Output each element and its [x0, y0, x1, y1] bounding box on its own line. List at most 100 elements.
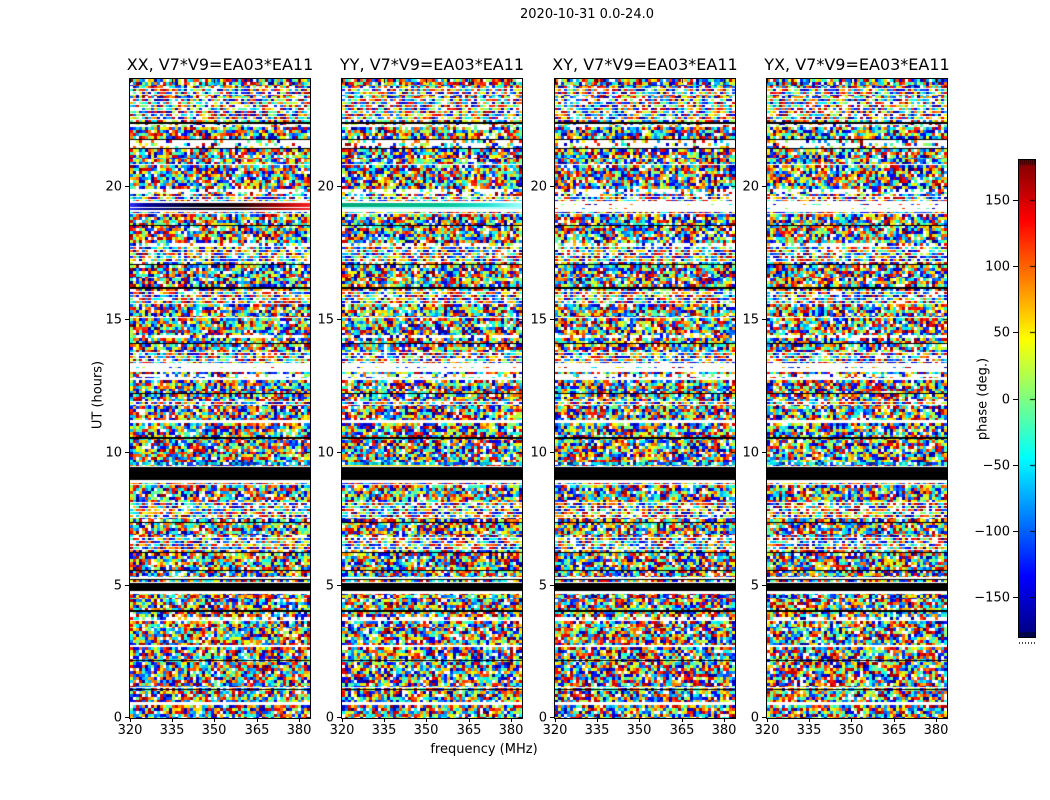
x-tickmark: [426, 718, 427, 722]
x-tick-label: 350: [838, 723, 864, 738]
y-tickmark: [337, 585, 341, 586]
panel-title-yx: YX, V7*V9=EA03*EA11: [764, 55, 950, 74]
colorbar-tick-label: −50: [982, 458, 1010, 474]
x-tickmark: [894, 718, 895, 722]
colorbar-tickmark: [1013, 266, 1018, 267]
y-tickmark: [337, 319, 341, 320]
x-tickmark: [597, 718, 598, 722]
x-tickmark: [936, 718, 937, 722]
x-tickmark: [767, 718, 768, 722]
y-tickmark: [125, 452, 129, 453]
figure-title: 2020-10-31 0.0-24.0: [520, 7, 654, 22]
x-tickmark: [172, 718, 173, 722]
colorbar-label: phase (deg.): [975, 357, 991, 441]
colorbar-tick-label: −100: [974, 524, 1010, 540]
y-tickmark: [550, 186, 554, 187]
y-tick-label: 20: [530, 179, 547, 195]
colorbar-tickmark: [1013, 332, 1018, 333]
phase-waterfall-yy: [341, 78, 523, 719]
x-tickmark: [469, 718, 470, 722]
panel-title-xx: XX, V7*V9=EA03*EA11: [126, 55, 314, 74]
y-tick-label: 5: [325, 578, 334, 594]
panel-title-yy: YY, V7*V9=EA03*EA11: [339, 55, 525, 74]
y-tick-label: 5: [750, 578, 759, 594]
y-tick-label: 5: [113, 578, 122, 594]
y-tickmark: [550, 452, 554, 453]
x-tickmark: [342, 718, 343, 722]
x-tickmark: [809, 718, 810, 722]
x-tick-label: 365: [456, 723, 482, 738]
y-tick-label: 10: [742, 445, 759, 461]
x-tick-label: 350: [413, 723, 439, 738]
colorbar-tick-label: 50: [993, 325, 1010, 341]
y-tick-label: 15: [317, 312, 334, 328]
y-tick-label: 0: [750, 710, 759, 726]
colorbar-minor-ticks: [1019, 642, 1035, 644]
y-tick-label: 10: [317, 445, 334, 461]
x-tickmark: [130, 718, 131, 722]
x-tickmark: [682, 718, 683, 722]
x-tickmark: [384, 718, 385, 722]
x-tick-label: 365: [244, 723, 270, 738]
x-tick-label: 320: [542, 723, 568, 738]
colorbar-tick-label: 150: [985, 193, 1010, 209]
x-tick-label: 380: [923, 723, 949, 738]
x-tick-label: 350: [626, 723, 652, 738]
y-tickmark: [337, 717, 341, 718]
y-tickmark: [762, 186, 766, 187]
colorbar-tick-label: 100: [985, 259, 1010, 275]
y-tick-label: 20: [105, 179, 122, 195]
y-tick-label: 0: [113, 710, 122, 726]
x-tick-label: 335: [371, 723, 397, 738]
x-tickmark: [851, 718, 852, 722]
phase-waterfall-xy: [554, 78, 736, 719]
x-tickmark: [214, 718, 215, 722]
colorbar-tickmark: [1013, 597, 1018, 598]
x-tick-label: 350: [201, 723, 227, 738]
y-axis-label: UT (hours): [90, 360, 106, 430]
colorbar-tickmark: [1013, 531, 1018, 532]
x-tickmark: [299, 718, 300, 722]
y-tickmark: [337, 186, 341, 187]
x-tickmark: [639, 718, 640, 722]
y-tickmark: [762, 717, 766, 718]
x-tickmark: [511, 718, 512, 722]
y-tickmark: [762, 585, 766, 586]
y-tickmark: [762, 452, 766, 453]
y-tickmark: [337, 452, 341, 453]
y-tickmark: [550, 585, 554, 586]
panel-title-xy: XY, V7*V9=EA03*EA11: [552, 55, 738, 74]
x-tick-label: 320: [117, 723, 143, 738]
x-tick-label: 335: [159, 723, 185, 738]
y-tickmark: [125, 319, 129, 320]
y-tickmark: [125, 717, 129, 718]
x-tick-label: 335: [584, 723, 610, 738]
colorbar-tick-label: −150: [974, 590, 1010, 606]
y-tickmark: [125, 585, 129, 586]
x-tick-label: 380: [498, 723, 524, 738]
y-tick-label: 10: [530, 445, 547, 461]
colorbar: [1018, 159, 1036, 638]
y-tick-label: 15: [742, 312, 759, 328]
y-tickmark: [125, 186, 129, 187]
y-tick-label: 5: [538, 578, 547, 594]
y-tick-label: 0: [325, 710, 334, 726]
y-tickmark: [550, 319, 554, 320]
x-tick-label: 335: [796, 723, 822, 738]
x-axis-label: frequency (MHz): [430, 742, 538, 757]
x-tick-label: 320: [329, 723, 355, 738]
y-tick-label: 20: [317, 179, 334, 195]
y-tick-label: 15: [105, 312, 122, 328]
x-tickmark: [724, 718, 725, 722]
colorbar-tickmark: [1013, 465, 1018, 466]
x-tick-label: 320: [754, 723, 780, 738]
x-tick-label: 380: [286, 723, 312, 738]
x-tick-label: 365: [669, 723, 695, 738]
y-tick-label: 20: [742, 179, 759, 195]
y-tick-label: 0: [538, 710, 547, 726]
y-tick-label: 15: [530, 312, 547, 328]
x-tick-label: 380: [711, 723, 737, 738]
y-tickmark: [762, 319, 766, 320]
y-tickmark: [550, 717, 554, 718]
